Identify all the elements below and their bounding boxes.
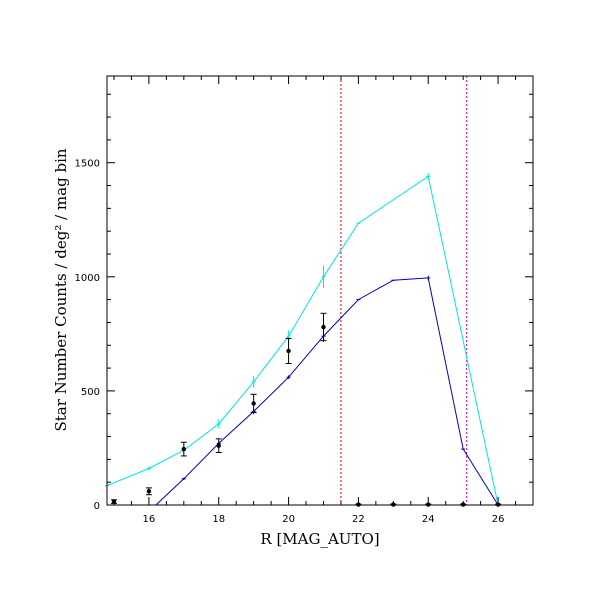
series-3-point: [321, 324, 326, 330]
series-3-point: [216, 443, 221, 448]
series-1-line: [106, 175, 499, 506]
x-tick-label: 18: [212, 514, 225, 525]
x-axis-title: R [MAG_AUTO]: [260, 530, 379, 548]
y-tick-label: 1000: [75, 273, 100, 284]
series-3-point: [286, 348, 291, 354]
series-3-point: [146, 489, 152, 494]
y-axis-title: Star Number Counts / deg² / mag bin: [52, 148, 70, 431]
series-3-point: [111, 499, 117, 504]
series-3-point: [251, 401, 256, 406]
series-3-point: [181, 446, 187, 452]
y-tick-label: 0: [94, 501, 100, 512]
x-tick-label: 24: [422, 514, 435, 525]
x-tick-label: 22: [352, 514, 365, 525]
x-tick-label: 20: [282, 514, 295, 525]
y-tick-label: 1500: [75, 159, 100, 170]
plot-frame: [106, 75, 534, 506]
x-tick-label: 26: [492, 514, 505, 525]
y-tick-label: 500: [81, 387, 100, 398]
x-tick-label: 16: [143, 514, 156, 525]
